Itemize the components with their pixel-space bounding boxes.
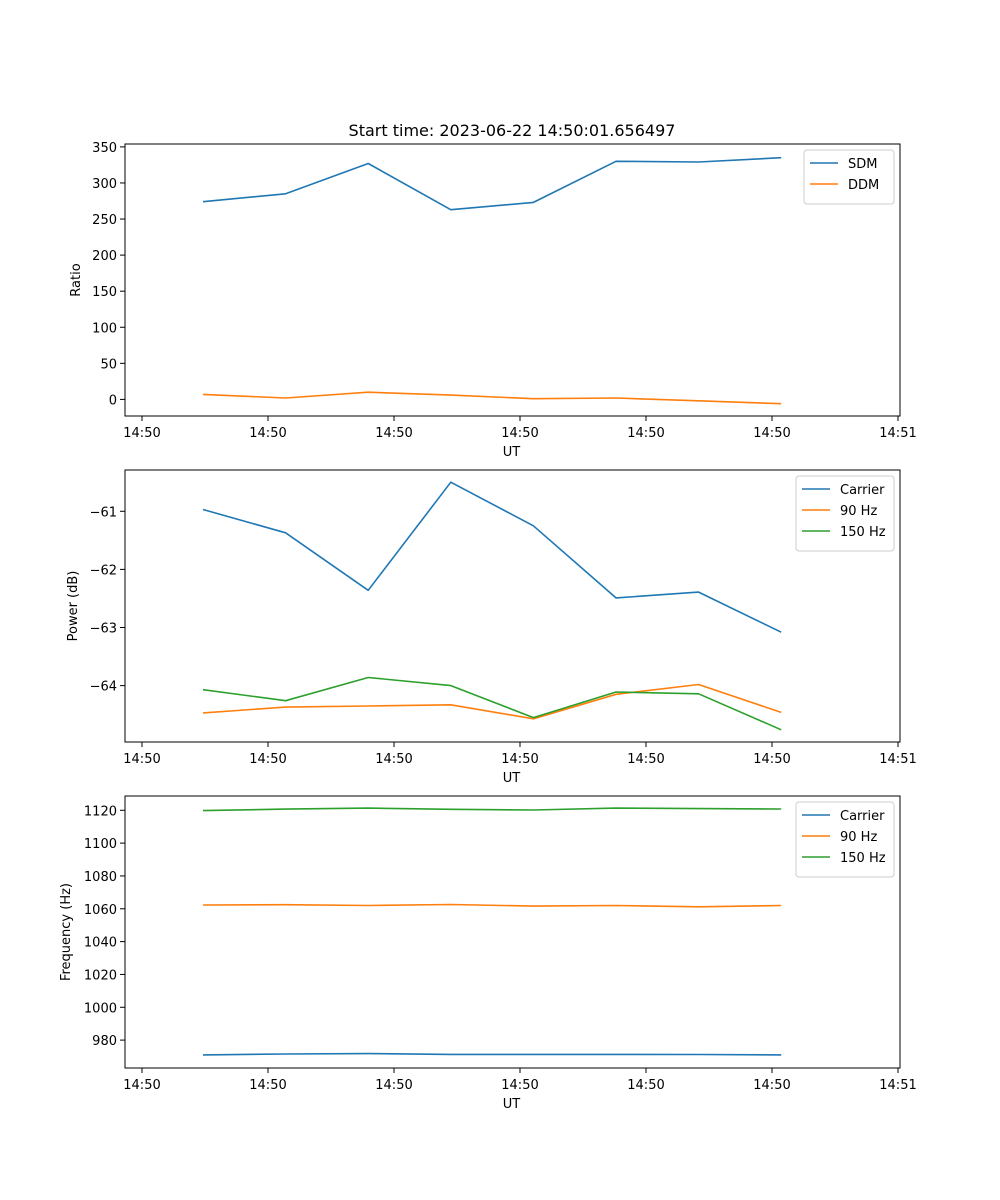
legend-label: 90 Hz <box>840 504 877 519</box>
panel-3: 14:50 14:50 14:50 14:50 14:50 14:50 14:51 980 10… <box>59 795 917 1112</box>
series-line-carrier <box>202 1052 782 1056</box>
x-axis-label: UT <box>503 445 521 460</box>
series-line-carrier <box>202 481 782 633</box>
series-line-90-hz <box>202 683 782 720</box>
legend <box>795 801 895 878</box>
legend-label: DDM <box>848 178 879 193</box>
y-tick-label: 1020 <box>84 968 117 983</box>
series-line-150-hz <box>202 807 782 812</box>
y-tick-label: 980 <box>92 1034 117 1049</box>
legend-label: 150 Hz <box>840 851 886 866</box>
x-tick-label: 14:50 <box>123 1078 160 1093</box>
x-tick-label: 14:50 <box>501 426 538 441</box>
y-tick-label: 1080 <box>84 870 117 885</box>
x-tick-label: 14:50 <box>501 752 538 767</box>
axes-frame <box>124 469 901 743</box>
y-axis-label: Frequency (Hz) <box>59 883 74 981</box>
y-tick-label: 350 <box>92 141 117 156</box>
x-tick-label: 14:50 <box>123 426 160 441</box>
x-axis-label: UT <box>503 771 521 786</box>
series-line-ddm <box>202 391 782 405</box>
legend <box>795 475 895 552</box>
y-tick-label: 1120 <box>84 804 117 819</box>
y-tick-label: −63 <box>90 622 117 637</box>
x-tick-label: 14:50 <box>249 426 286 441</box>
y-tick-label: 250 <box>92 213 117 228</box>
x-tick-label: 14:50 <box>375 752 412 767</box>
y-tick-label: 300 <box>92 177 117 192</box>
figure-title: Start time: 2023-06-22 14:50:01.656497 <box>349 121 676 140</box>
legend-label: SDM <box>848 157 877 172</box>
axes-frame <box>124 143 901 417</box>
y-tick-label: 0 <box>109 393 117 408</box>
panel-1: 14:50 14:50 14:50 14:50 14:50 14:50 14:51 0 50 10… <box>69 141 917 460</box>
y-tick-label: −64 <box>90 680 117 695</box>
panel-2: 14:50 14:50 14:50 14:50 14:50 14:50 14:51 −64 −6… <box>66 469 917 786</box>
x-tick-label: 14:50 <box>627 1078 664 1093</box>
y-tick-label: 1100 <box>84 837 117 852</box>
y-tick-label: 1000 <box>84 1001 117 1016</box>
x-axis-label: UT <box>503 1097 521 1112</box>
x-tick-label: 14:51 <box>879 752 916 767</box>
x-tick-label: 14:50 <box>753 1078 790 1093</box>
x-tick-label: 14:50 <box>753 752 790 767</box>
x-tick-label: 14:50 <box>375 426 412 441</box>
x-tick-label: 14:50 <box>627 426 664 441</box>
y-tick-label: −61 <box>90 505 117 520</box>
x-tick-label: 14:50 <box>123 752 160 767</box>
x-tick-label: 14:50 <box>249 1078 286 1093</box>
x-tick-label: 14:50 <box>501 1078 538 1093</box>
y-tick-label: 1040 <box>84 936 117 951</box>
y-axis-label: Power (dB) <box>66 571 81 642</box>
axes-frame <box>124 795 901 1069</box>
legend-label: Carrier <box>840 809 885 824</box>
series-line-150-hz <box>202 676 782 731</box>
x-tick-label: 14:51 <box>879 426 916 441</box>
y-tick-label: 200 <box>92 249 117 264</box>
x-tick-label: 14:50 <box>753 426 790 441</box>
x-tick-label: 14:50 <box>627 752 664 767</box>
series-line-90-hz <box>202 903 782 908</box>
y-tick-label: 1060 <box>84 903 117 918</box>
legend-label: 150 Hz <box>840 525 886 540</box>
y-tick-label: 100 <box>92 321 117 336</box>
x-tick-label: 14:50 <box>375 1078 412 1093</box>
legend-label: 90 Hz <box>840 830 877 845</box>
y-tick-label: 150 <box>92 285 117 300</box>
y-tick-label: 50 <box>100 357 117 372</box>
legend-label: Carrier <box>840 483 885 498</box>
x-tick-label: 14:51 <box>879 1078 916 1093</box>
x-tick-label: 14:50 <box>249 752 286 767</box>
series-line-sdm <box>202 156 782 211</box>
y-tick-label: −62 <box>90 563 117 578</box>
y-axis-label: Ratio <box>69 263 84 296</box>
